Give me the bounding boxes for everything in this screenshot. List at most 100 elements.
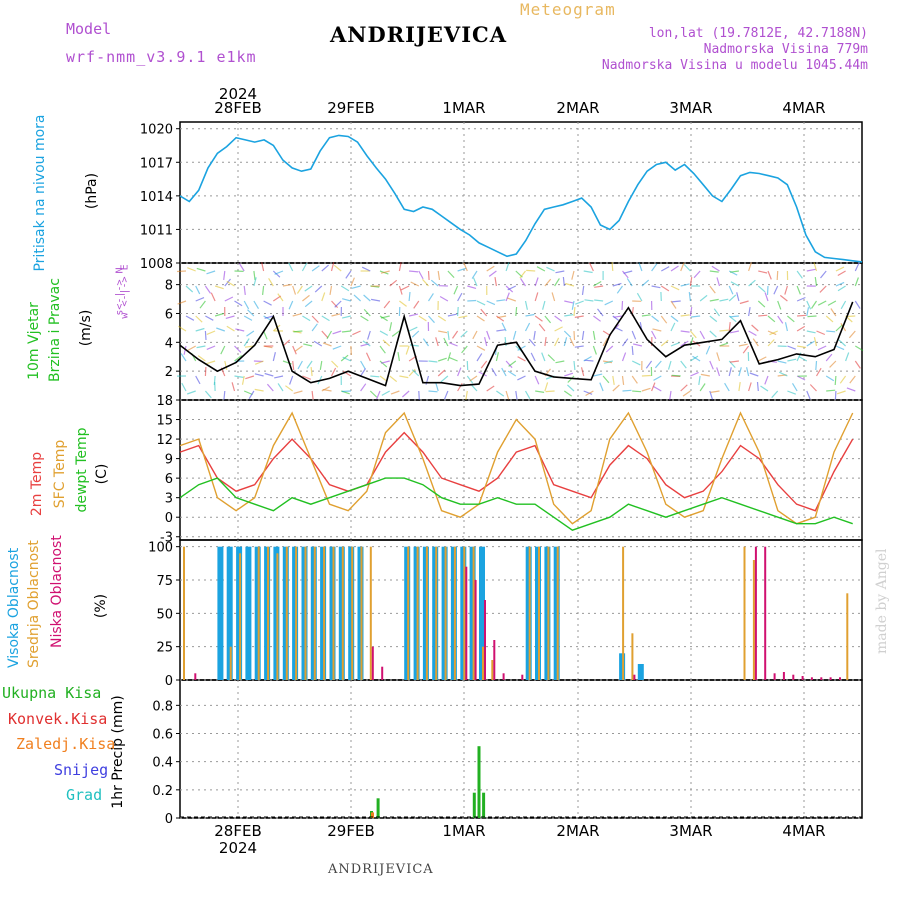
wind-arrow [709,360,714,370]
wind-arrow [849,375,856,384]
wind-arrow [854,262,860,272]
wind-arrow [206,345,216,350]
wind-arrow [711,265,720,272]
wind-arrow [593,373,603,377]
wind-arrow [622,270,629,279]
wind-arrow [533,330,536,340]
y-tick-label: 0 [165,812,173,827]
wind-arrow [333,264,342,272]
wind-arrow [760,385,769,392]
wind-arrow [449,357,458,362]
wind-arrow [204,285,211,294]
wind-arrow [399,375,409,379]
wind-arrow [787,345,797,350]
wind-arrow [819,285,827,293]
wind-arrow [199,300,206,309]
wind-arrow [825,375,835,382]
wind-arrow [611,261,614,272]
wind-arrow [465,390,468,400]
wind-arrow [480,308,488,317]
wind-arrow [827,300,837,306]
y-tick-label: 6 [165,472,173,487]
wind-arrow [651,285,661,289]
wind-arrow [636,292,643,302]
wind-arrow [569,337,575,347]
wind-arrow [413,300,420,309]
wind-arrow [501,367,507,377]
wind-arrow [353,294,362,302]
wind-arrow [311,390,314,400]
wind-arrow [408,291,411,302]
wind-arrow [699,294,708,302]
wind-arrow [234,355,243,362]
wind-arrow [698,375,701,385]
wind-arrow [534,315,543,322]
wind-arrow [297,360,303,370]
wind-arrow [813,337,818,347]
wind-arrow [254,360,264,365]
wind-arrow [185,315,195,321]
wind-arrow [825,315,834,323]
wind-arrow [797,345,807,349]
temp-line-temp2m [179,431,854,512]
wind-arrow [838,339,847,347]
wind-arrow [195,315,203,323]
cloud-bar-mid_cloud [846,593,849,680]
wind-arrow [751,324,759,332]
wind-arrow [837,270,846,277]
wind-arrow [651,315,660,322]
wind-arrow [274,375,284,379]
wind-arrow [310,367,313,377]
wind-arrow [399,300,407,307]
wind-arrow [784,285,788,295]
wind-arrow [476,345,486,351]
wind-arrow [245,375,255,380]
bottom-year-label: 2024 [219,839,257,857]
y-tick-label: 15 [156,414,173,429]
cloud-bar-mid_cloud [257,546,260,680]
wind-arrow [593,280,602,287]
wind-arrow [584,359,594,362]
wind-arrow [505,292,510,302]
wind-arrow [486,265,495,272]
wind-arrow [206,330,216,335]
bottom-date-label: 3MAR [669,822,712,840]
wind-arrow [709,390,714,400]
cloud-bar-mid_cloud [631,633,634,680]
wind-arrow [729,330,740,334]
wind-arrow [379,375,388,382]
wind-arrow [214,312,224,317]
wind-arrow [758,356,767,362]
wind-arrow [563,330,572,338]
wind-arrow [748,382,752,392]
wind-arrow [304,285,313,292]
wind-arrow [234,300,243,307]
wind-arrow [263,300,272,306]
cloud-bar-low_cloud [782,672,785,680]
wind-arrow [303,343,313,347]
wind-arrow [296,285,303,294]
wind-arrow [604,300,614,306]
wind-arrow [224,360,228,370]
wind-arrow [430,279,439,287]
cloud-bar-mid_cloud [360,546,363,680]
top-date-label: 2MAR [556,99,599,117]
wind-arrow [631,330,637,340]
wind-arrow [594,285,604,288]
cloud-bar-mid_cloud [416,546,419,680]
wind-arrow [452,330,459,339]
wind-arrow [409,344,419,347]
y-tick-label: 0 [165,511,173,526]
wind-arrow [612,282,622,287]
wind-arrow [848,330,856,339]
wind-arrow [581,330,585,340]
meteogram-label: Meteogram [520,0,616,19]
wind-arrow [263,315,272,322]
precip-bar-frz_precip [371,812,374,818]
wind-arrow [854,360,861,369]
wind-arrow [811,300,817,309]
wind-arrow [195,285,201,295]
wind-arrow [631,375,638,384]
wind-arrow [195,297,205,302]
wind-arrow [266,383,274,392]
